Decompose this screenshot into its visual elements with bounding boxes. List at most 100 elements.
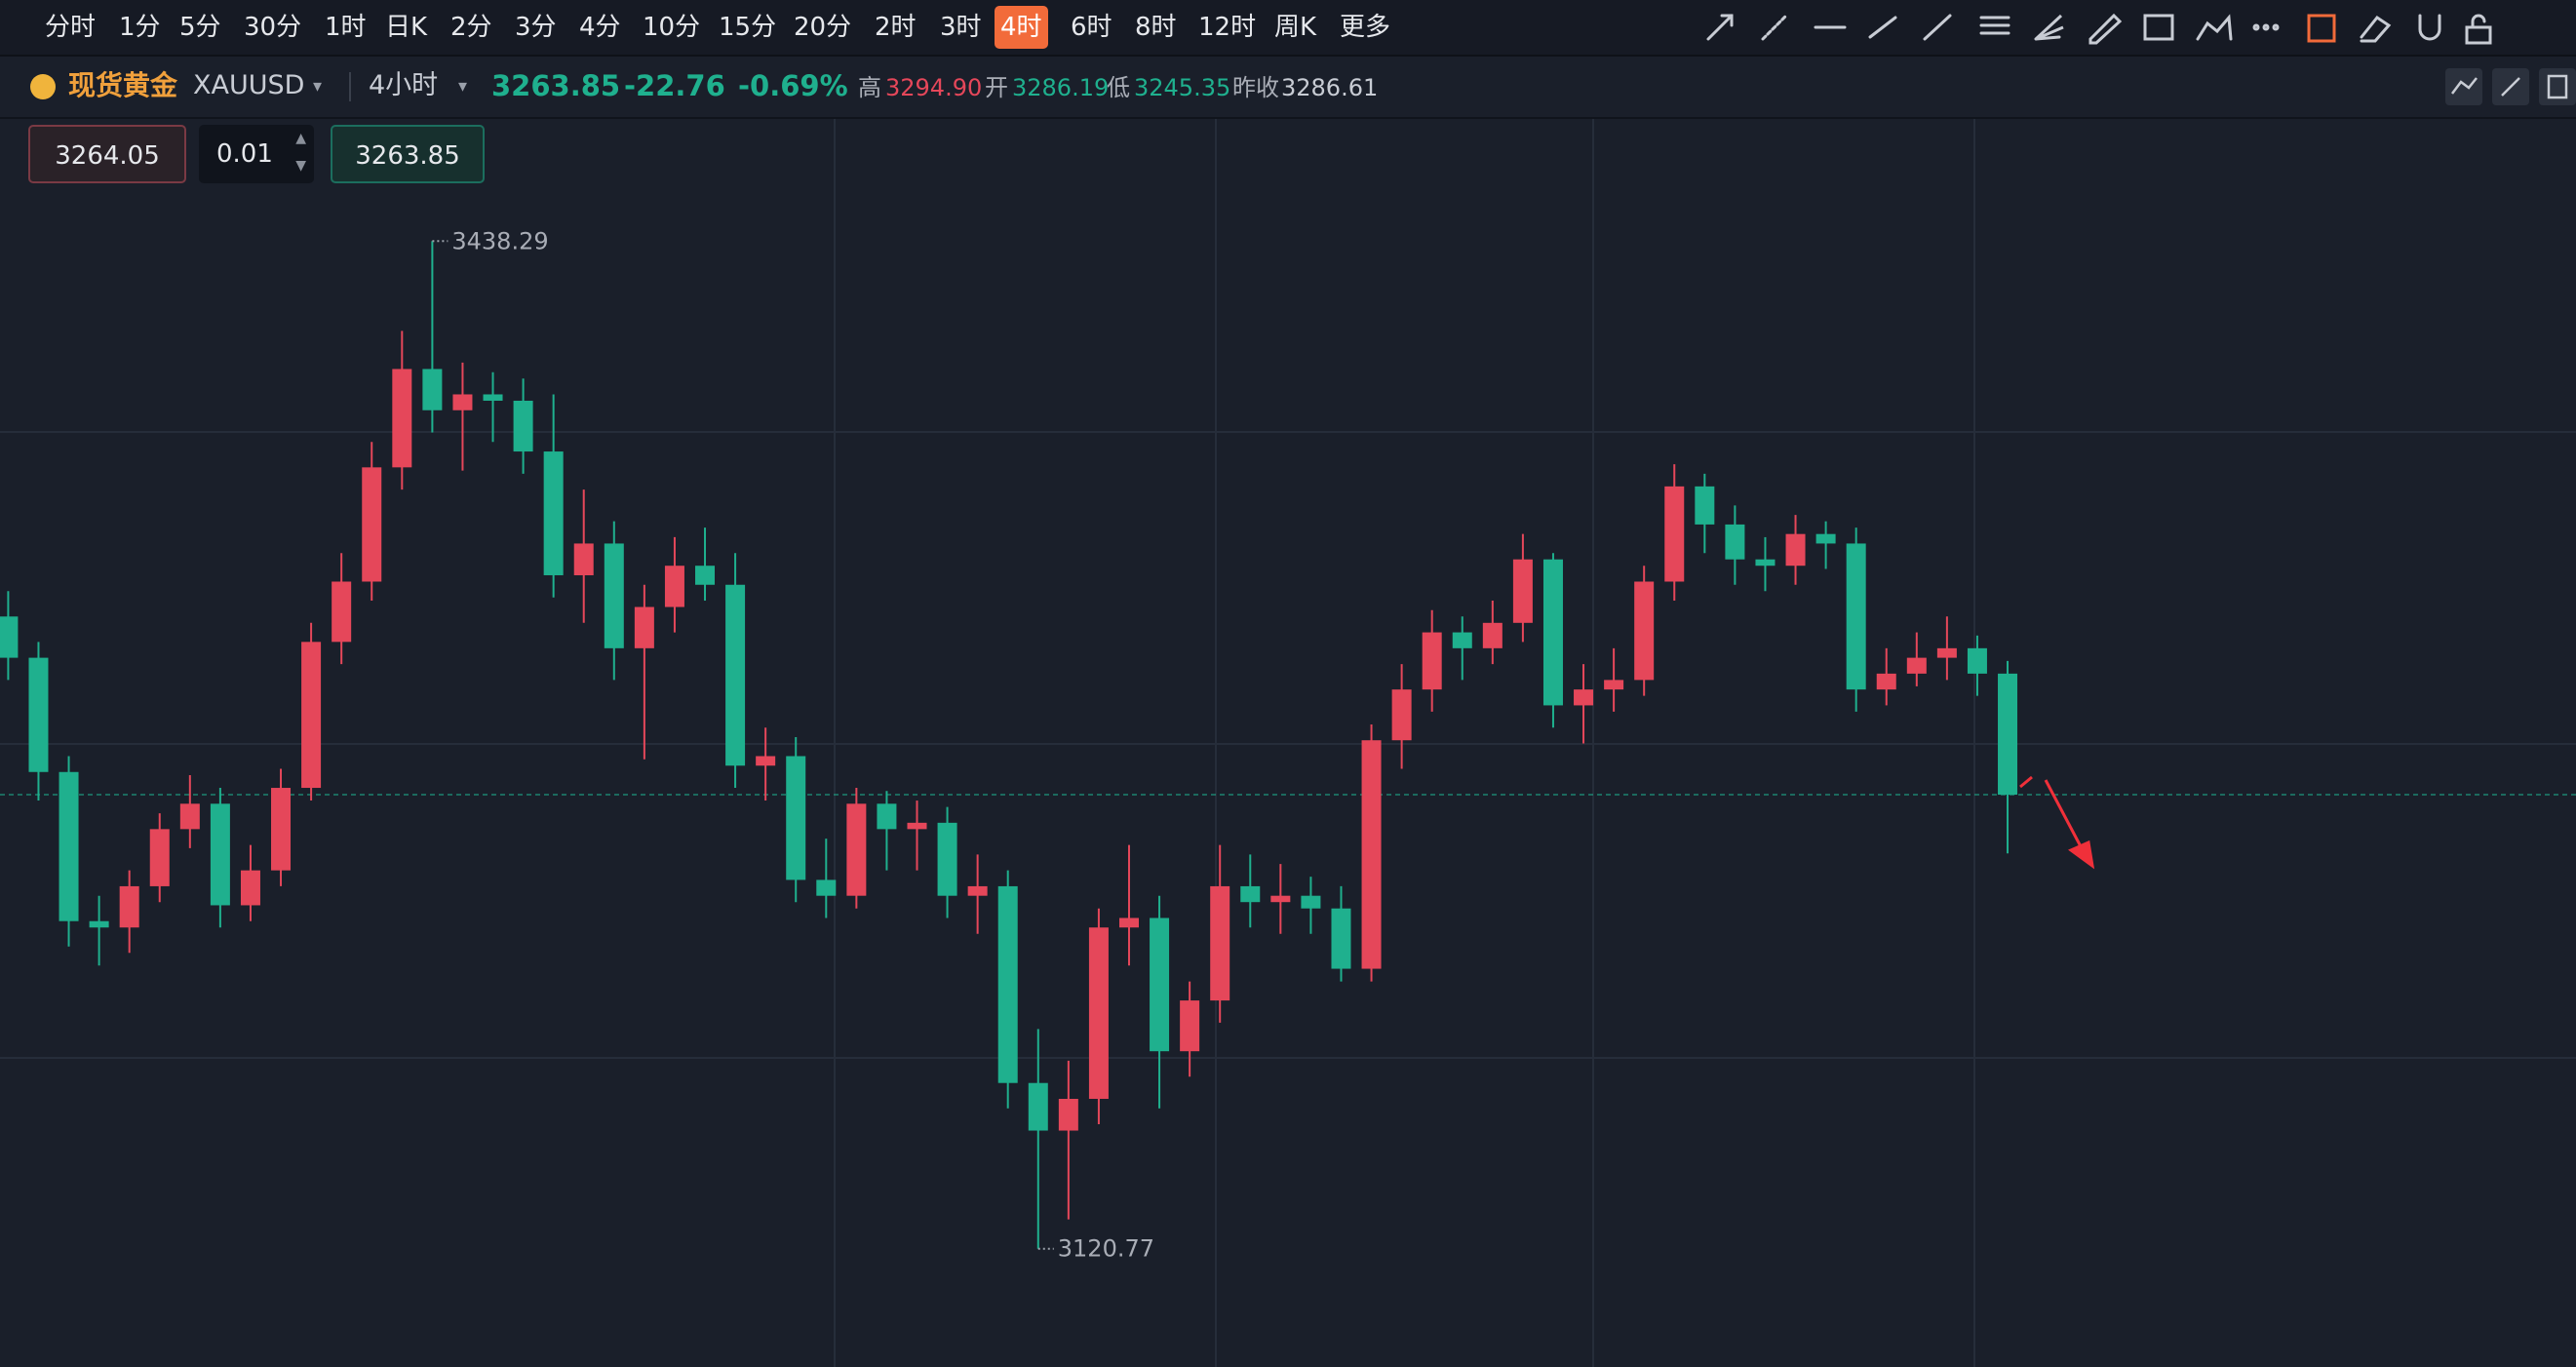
candle-body: [786, 756, 806, 880]
candle-body: [483, 394, 503, 401]
candle-body: [816, 879, 837, 896]
candle-body: [149, 829, 170, 886]
period-tab[interactable]: 3分: [515, 13, 557, 42]
period-tab[interactable]: 6时: [1071, 13, 1112, 42]
svg-text:▾: ▾: [458, 76, 467, 97]
candle-body: [89, 920, 109, 928]
period-tab[interactable]: 8时: [1135, 13, 1177, 42]
candle-body: [332, 581, 352, 643]
candle-body: [1361, 740, 1382, 969]
label: 高: [858, 74, 881, 101]
candle-body: [119, 885, 139, 928]
period-tab[interactable]: 2时: [875, 13, 917, 42]
period-tab[interactable]: 15分: [719, 13, 777, 42]
candle-body: [1088, 927, 1109, 1099]
sell-button[interactable]: 3264.05: [28, 125, 186, 183]
label: 昨收: [1232, 74, 1279, 101]
candle-body: [0, 616, 19, 658]
change-pct: -0.69%: [738, 69, 848, 102]
candle-body: [422, 369, 443, 410]
candle-body: [1785, 533, 1806, 566]
tool-icons: [1706, 13, 2492, 45]
candle-body: [695, 566, 716, 585]
icon[interactable]: [1706, 14, 1734, 41]
candle-body: [1452, 632, 1472, 648]
period-tab[interactable]: 日K: [385, 13, 428, 42]
icon[interactable]: [1923, 14, 1952, 41]
candle-body: [1542, 559, 1563, 706]
candle-body: [1755, 559, 1776, 566]
max-label: 3438.29: [451, 227, 548, 254]
label: 低: [1107, 74, 1130, 101]
value: 3286.61: [1281, 74, 1379, 101]
grid: [0, 118, 2576, 1367]
period-tab[interactable]: 1时: [325, 13, 367, 42]
period-tab[interactable]: 周K: [1274, 13, 1317, 42]
toolbar: 分时 1分 5分 30分 1时 日K 2分 3分 4分 10分 15分 20分 2时 3时 4时 6时 8时 12…: [0, 0, 2576, 57]
candle-body: [28, 657, 49, 772]
candle-body: [997, 885, 1018, 1083]
candle-body: [240, 870, 260, 906]
value: 3286.19: [1012, 74, 1110, 101]
candle-body: [1028, 1082, 1048, 1131]
period-tab[interactable]: 4分: [579, 13, 621, 42]
candle-body: [1815, 533, 1836, 544]
candle-body: [452, 394, 473, 410]
change: -22.76: [624, 69, 725, 102]
buy-button[interactable]: 3263.85: [331, 125, 485, 183]
icon-button[interactable]: [2539, 68, 2576, 105]
candle-body: [1150, 918, 1170, 1052]
candle-body: [271, 788, 292, 871]
candle-body: [1574, 689, 1594, 706]
candle-body: [1512, 559, 1533, 623]
qty-input[interactable]: 0.01 ▲ ▼: [199, 125, 314, 183]
candle-body: [1422, 632, 1442, 690]
period-tab[interactable]: 4时: [995, 6, 1048, 49]
candle-body: [1058, 1098, 1078, 1131]
period-tab[interactable]: 1分: [119, 13, 161, 42]
candle-body: [1846, 543, 1866, 690]
candle-body: [573, 543, 594, 575]
value: 3294.90: [885, 74, 983, 101]
candle-body: [604, 543, 624, 648]
candle-body: [907, 822, 927, 830]
candle-body: [937, 822, 957, 896]
period-tab[interactable]: 5分: [179, 13, 221, 42]
candle-body: [664, 566, 684, 607]
candle-body: [210, 803, 230, 906]
candle-body: [1210, 885, 1230, 1001]
candle-body: [967, 885, 988, 896]
candle-body: [362, 467, 382, 582]
icon-button[interactable]: [2445, 68, 2482, 105]
instrument-name: 现货黄金: [68, 69, 178, 101]
candle-body: [1604, 680, 1624, 690]
period[interactable]: 4小时: [369, 70, 439, 100]
icon[interactable]: [1761, 14, 1788, 41]
candle-body: [1936, 647, 1957, 658]
period-tab[interactable]: 20分: [794, 13, 852, 42]
period-tab[interactable]: 30分: [244, 13, 302, 42]
candle-body: [1270, 895, 1291, 903]
period-tab[interactable]: 更多: [1340, 13, 1391, 42]
period-tab[interactable]: 12时: [1198, 13, 1257, 42]
period-tab[interactable]: 3时: [940, 13, 982, 42]
candle-body: [59, 771, 79, 921]
period-tab[interactable]: 分时: [45, 13, 97, 42]
svg-text:▾: ▾: [313, 76, 322, 97]
candle-body: [1967, 647, 1987, 674]
candles: 3438.29 3120.77: [0, 227, 2576, 1263]
candle-body: [877, 803, 897, 830]
candle-body: [1482, 622, 1503, 648]
period-tab[interactable]: 10分: [643, 13, 701, 42]
candle-body: [179, 803, 200, 830]
annotation-arrow: [2019, 775, 2095, 870]
candle-body: [543, 451, 564, 575]
candle-body: [513, 400, 533, 452]
symbol[interactable]: XAUUSD: [193, 70, 305, 100]
candle-body: [1240, 885, 1261, 903]
icon[interactable]: [1868, 16, 1897, 39]
spinner[interactable]: ▲ ▼: [295, 131, 306, 174]
min-label: 3120.77: [1058, 1235, 1154, 1263]
period-tab[interactable]: 2分: [450, 13, 492, 42]
